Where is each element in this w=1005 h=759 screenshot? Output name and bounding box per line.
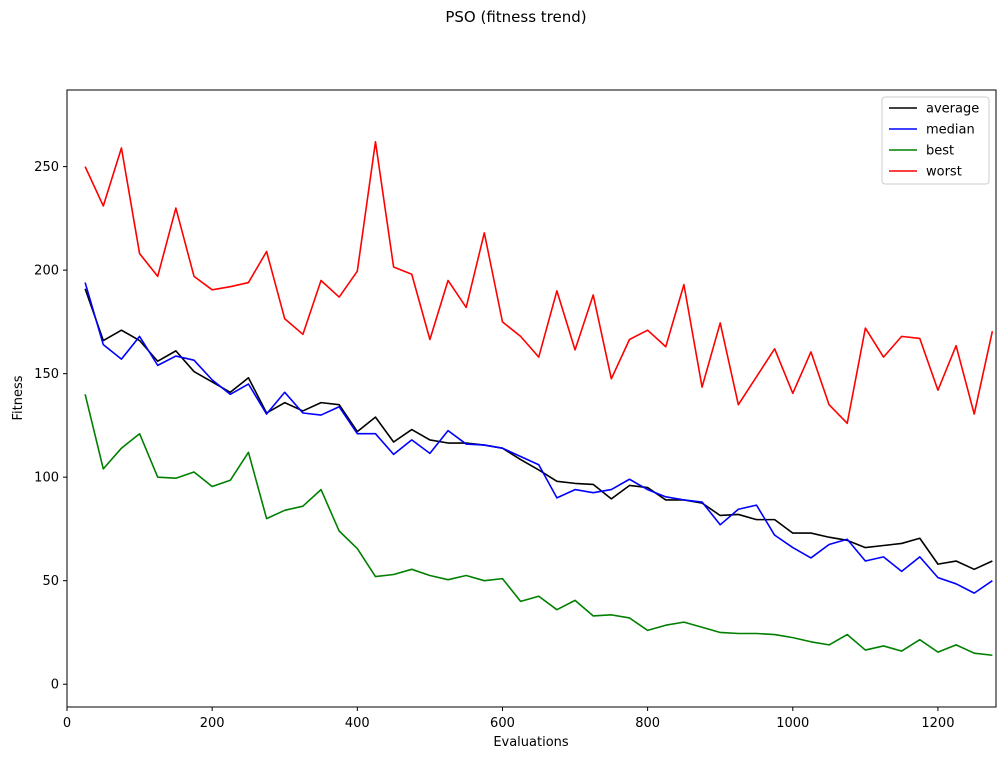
legend-label-average: average — [926, 102, 979, 117]
axis-layer: 0 200 400 600 800 1000 1200 0 50 100 150 200 250 — [34, 160, 954, 731]
plot-area — [67, 90, 996, 707]
series-line-average — [84, 288, 993, 571]
x-tick-label: 1000 — [776, 716, 809, 731]
x-tick-label: 400 — [345, 716, 370, 731]
series-line-best — [84, 394, 993, 657]
x-tick-label: 0 — [63, 716, 71, 731]
series-line-worst — [84, 140, 994, 425]
series-layer — [84, 140, 994, 657]
legend-label-best: best — [926, 144, 954, 159]
y-tick-label: 150 — [34, 367, 59, 382]
x-tick-label: 600 — [490, 716, 515, 731]
x-tick-label: 200 — [200, 716, 225, 731]
y-tick-label: 100 — [34, 471, 59, 486]
y-tick-label: 50 — [42, 574, 59, 589]
y-tick-label: 0 — [51, 678, 59, 693]
legend-label-worst: worst — [926, 165, 962, 180]
legend-label-median: median — [926, 123, 975, 138]
legend-box — [881, 96, 990, 185]
chart-title: PSO (fitness trend) — [445, 8, 586, 26]
y-tick-label: 250 — [34, 160, 59, 175]
series-line-median — [84, 282, 993, 594]
x-axis-label: Evaluations — [493, 735, 569, 750]
x-tick-label: 1200 — [921, 716, 954, 731]
plot-frame — [66, 89, 997, 708]
y-tick-label: 200 — [34, 264, 59, 279]
y-axis-label: Fitness — [11, 375, 26, 420]
legend: average median best worst — [881, 96, 990, 185]
x-tick-label: 800 — [635, 716, 660, 731]
